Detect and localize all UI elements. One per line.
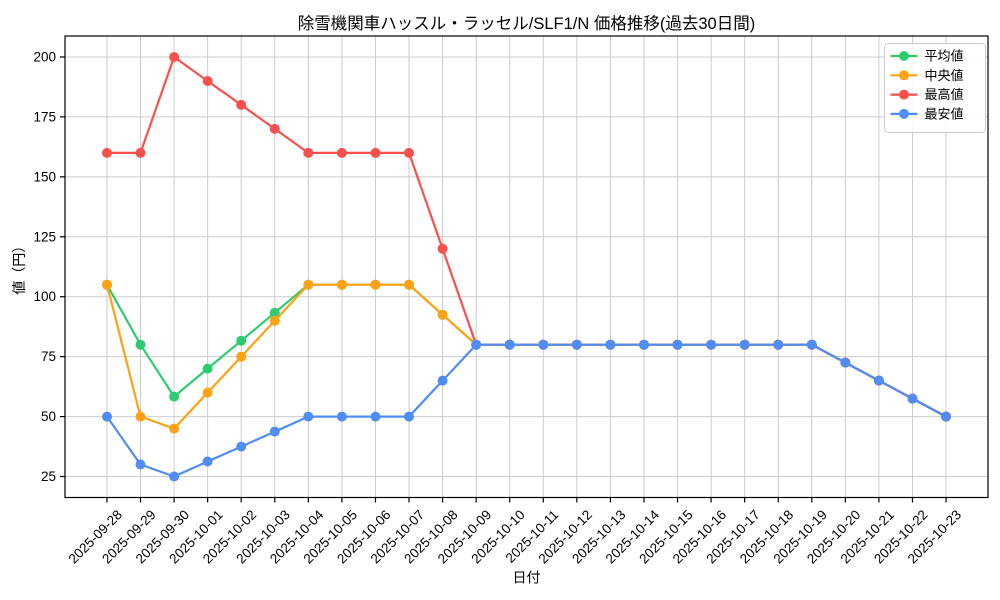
data-point	[135, 147, 146, 158]
data-point	[941, 411, 951, 422]
data-point	[102, 147, 112, 158]
data-point	[269, 426, 280, 437]
legend-label: 中央値	[925, 68, 964, 83]
data-point	[169, 423, 180, 434]
data-point	[471, 339, 482, 350]
y-tick-label: 150	[33, 169, 56, 184]
data-point	[404, 411, 414, 422]
x-axis-label: 日付	[513, 570, 541, 586]
data-point	[504, 339, 515, 350]
data-point	[571, 339, 582, 350]
data-point	[840, 357, 851, 368]
data-point	[102, 411, 112, 422]
y-tick-label: 75	[41, 349, 56, 364]
legend-label: 平均値	[925, 49, 964, 64]
data-point	[269, 315, 280, 326]
data-point	[202, 76, 213, 86]
data-point	[236, 351, 247, 362]
data-point	[370, 147, 381, 158]
data-point	[437, 243, 448, 254]
data-point	[907, 393, 918, 404]
data-point	[370, 411, 381, 422]
data-point	[672, 339, 683, 350]
y-tick-label: 175	[33, 109, 56, 124]
data-point	[269, 307, 280, 318]
y-tick-label: 200	[33, 49, 56, 64]
y-tick-label: 125	[33, 229, 56, 244]
data-point	[706, 339, 717, 350]
data-point	[437, 309, 448, 320]
data-point	[773, 339, 784, 350]
data-point	[303, 411, 314, 422]
data-point	[102, 279, 112, 290]
data-point	[303, 147, 314, 158]
data-point	[336, 411, 347, 422]
data-point	[336, 279, 347, 290]
data-point	[404, 147, 414, 158]
data-point	[135, 339, 146, 350]
data-point	[135, 411, 146, 422]
data-point	[806, 339, 817, 350]
data-point	[202, 363, 213, 374]
y-tick-label: 50	[41, 409, 56, 424]
legend-marker	[899, 89, 909, 100]
data-point	[169, 52, 180, 62]
series-line-3	[105, 343, 948, 478]
series-line-0	[105, 283, 948, 418]
data-point	[605, 339, 616, 350]
data-point	[639, 339, 649, 350]
legend-label: 最安値	[925, 106, 964, 121]
plot-border	[64, 35, 989, 499]
data-point	[739, 339, 750, 350]
legend-label: 最高値	[925, 87, 964, 102]
data-point	[202, 387, 213, 398]
data-point	[873, 375, 884, 386]
data-point	[236, 441, 247, 452]
data-point	[236, 99, 247, 110]
legend-marker	[899, 51, 909, 61]
data-point	[437, 375, 448, 386]
data-point	[269, 123, 280, 134]
data-point	[169, 471, 180, 482]
data-point	[336, 147, 347, 158]
data-point	[202, 456, 213, 467]
y-tick-label: 100	[33, 289, 56, 304]
y-tick-label: 25	[41, 469, 56, 484]
data-point	[404, 279, 414, 290]
data-point	[538, 339, 549, 350]
data-point	[169, 391, 180, 402]
data-point	[135, 459, 146, 470]
legend-marker	[899, 70, 909, 81]
data-point	[303, 279, 314, 290]
data-point	[370, 279, 381, 290]
chart-title: 除雪機関車ハッスル・ラッセル/SLF1/N 価格推移(過去30日間)	[297, 15, 756, 33]
data-point	[236, 335, 247, 346]
y-axis-label: 値（円）	[11, 239, 27, 295]
legend-marker	[899, 108, 909, 119]
legend-box	[884, 43, 986, 133]
